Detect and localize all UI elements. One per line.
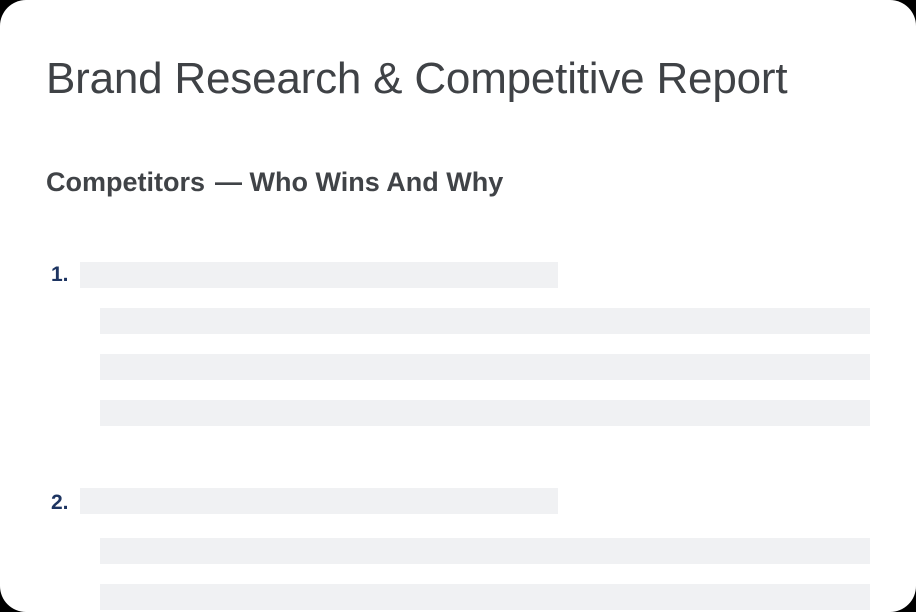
redacted-item-title bbox=[80, 262, 558, 288]
redacted-body-line bbox=[100, 308, 870, 334]
section-heading-suffix: — Who Wins And Why bbox=[215, 167, 504, 197]
redacted-item-title bbox=[80, 488, 558, 514]
list-item-number: 1. bbox=[51, 263, 69, 286]
section-heading-main: Competitors bbox=[46, 167, 206, 197]
redacted-body-line bbox=[100, 584, 870, 610]
page-title: Brand Research & Competitive Report bbox=[46, 54, 788, 103]
redacted-body-line bbox=[100, 400, 870, 426]
redacted-body-line bbox=[100, 538, 870, 564]
section-heading: Competitors — Who Wins And Why bbox=[46, 166, 503, 198]
redacted-body-line bbox=[100, 354, 870, 380]
list-item-number: 2. bbox=[51, 491, 69, 514]
